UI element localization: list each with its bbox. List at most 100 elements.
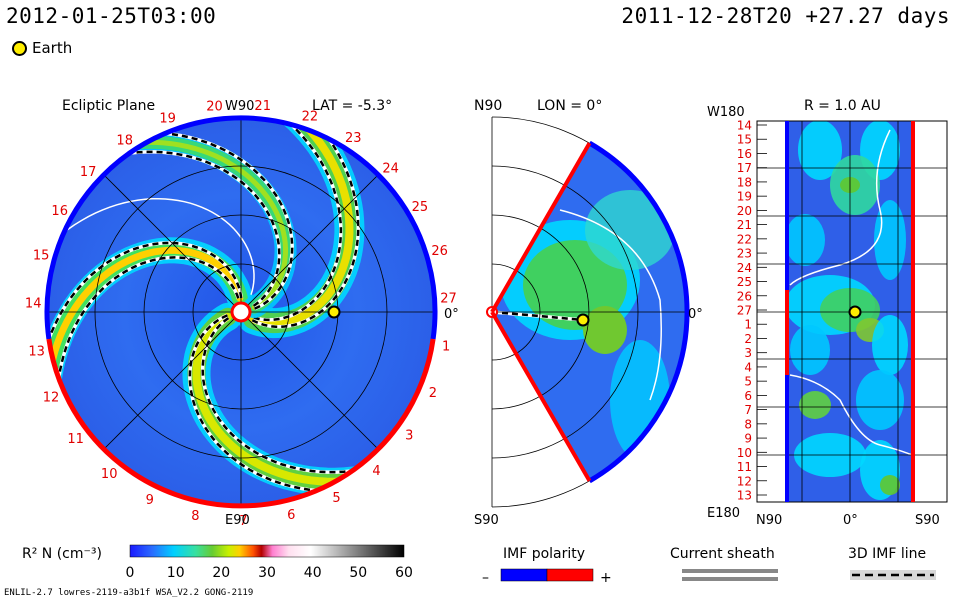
- imf-line: [47, 241, 243, 490]
- imf-plus-label: +: [600, 570, 612, 586]
- carrington-tick-label: 10: [101, 467, 118, 482]
- colorbar-tick-label: 0: [126, 565, 135, 581]
- carrington-tick-label: 27: [440, 292, 457, 307]
- radial-blob: [856, 370, 904, 430]
- radial-y-tick-label: 4: [744, 360, 752, 374]
- carrington-tick-label: 26: [431, 244, 448, 259]
- colorbar-tick-label: 30: [258, 565, 276, 581]
- carrington-tick-label: 2: [429, 386, 437, 401]
- radial-y-tick-label: 27: [737, 304, 752, 318]
- colorbar-tick-label: 40: [304, 565, 322, 581]
- radial-panel: 1415161718192021222324252627123456789101…: [707, 98, 948, 528]
- radial-y-tick-label: 20: [737, 204, 752, 218]
- radial-y-tick-label: 8: [744, 417, 752, 431]
- carrington-tick-label: 14: [25, 296, 42, 311]
- current-sheath-swatch-bottom: [682, 577, 778, 581]
- radial-y-tick-label: 1: [744, 318, 752, 332]
- radial-blob: [872, 315, 908, 375]
- radial-y-tick-label: 9: [744, 432, 752, 446]
- ecliptic-density-structures: [47, 118, 435, 506]
- radial-y-tick-label: 6: [744, 389, 752, 403]
- radial-y-tick-label: 22: [737, 232, 752, 246]
- radial-blob: [799, 391, 831, 419]
- radial-y-tick-label: 21: [737, 218, 752, 232]
- imf-line: [203, 118, 360, 329]
- meridional-top-label: N90: [474, 98, 502, 114]
- colorbar-tick-label: 60: [395, 565, 413, 581]
- radial-y-tick-label: 10: [737, 446, 752, 460]
- current-sheath-label: Current sheath: [670, 546, 775, 562]
- carrington-tick-label: 8: [191, 509, 199, 524]
- radial-y-tick-label: 11: [737, 460, 752, 474]
- carrington-tick-label: 18: [116, 134, 133, 149]
- radial-y-tick-label: 18: [737, 175, 752, 189]
- radial-y-tick-label: 12: [737, 474, 752, 488]
- imf-polarity-title: IMF polarity: [503, 546, 585, 562]
- carrington-tick-label: 6: [287, 508, 295, 523]
- carrington-tick-label: 23: [345, 131, 362, 146]
- radial-y-tick-label: 17: [737, 161, 752, 175]
- carrington-tick-label: 15: [33, 249, 50, 264]
- colorbar: R² N (cm⁻³) 0 10 20 30 40 50 60: [22, 544, 413, 581]
- meridional-density-structures: [492, 190, 675, 460]
- radial-y-tick-label: 16: [737, 147, 752, 161]
- meridional-imf-line: [492, 310, 584, 322]
- current-sheath-swatch-top: [682, 569, 778, 573]
- radial-y-tick-label: 7: [744, 403, 752, 417]
- datetime-title: 2012-01-25T03:00: [6, 4, 217, 28]
- imf-minus-label: –: [482, 570, 489, 586]
- earth-marker-radial: [848, 305, 862, 319]
- meridional-current-sheath: [559, 209, 662, 401]
- radial-y-tick-label: 2: [744, 332, 752, 346]
- carrington-tick-label: 3: [405, 428, 413, 443]
- carrington-tick-label: 9: [146, 493, 154, 508]
- colorbar-tick-label: 10: [167, 565, 185, 581]
- colorbar-ticks: 0 10 20 30 40 50 60: [126, 565, 413, 581]
- radial-y-tick-label: 25: [737, 275, 752, 289]
- carrington-tick-label: 25: [412, 200, 429, 215]
- radial-bottom-label: E180: [707, 506, 740, 521]
- meridional-imf-positive-upper: [490, 142, 592, 313]
- ecliptic-top-label: W90: [225, 99, 254, 114]
- carrington-tick-label: 13: [28, 345, 45, 360]
- radial-frame: [756, 120, 948, 503]
- carrington-tick-label: 7: [239, 514, 247, 529]
- radial-blob: [880, 475, 900, 495]
- radial-y-tick-label: 5: [744, 375, 752, 389]
- radial-blob: [874, 200, 906, 280]
- imf-line: [151, 118, 343, 322]
- imf-line-legend: 3D IMF line: [848, 546, 936, 580]
- ecliptic-lat-label: LAT = -5.3°: [312, 98, 392, 114]
- ecliptic-right-label: 0°: [444, 307, 459, 322]
- carrington-tick-label: 16: [51, 204, 68, 219]
- meridional-imf-arc: [588, 140, 690, 484]
- ecliptic-title: Ecliptic Plane: [62, 98, 155, 114]
- ecliptic-bottom-label: E90: [225, 513, 250, 528]
- earth-legend: Earth: [12, 39, 72, 57]
- meridional-imf-positive-lower: [490, 311, 592, 482]
- radial-top-label: W180: [707, 105, 745, 120]
- colorbar-label: R² N (cm⁻³): [22, 546, 102, 562]
- radial-y-tick-label: 19: [737, 190, 752, 204]
- carrington-tick-label: 17: [80, 165, 97, 180]
- reference-time-title: 2011-12-28T20 +27.27 days: [621, 4, 950, 28]
- carrington-tick-label: 24: [382, 162, 399, 177]
- radial-y-ticks: 1415161718192021222324252627123456789101…: [737, 119, 767, 503]
- meridional-blob: [583, 306, 627, 354]
- meridional-right-label: 0°: [688, 307, 703, 322]
- sun-inner-boundary: [230, 301, 252, 323]
- colorbar-tick-label: 50: [349, 565, 367, 581]
- carrington-tick-label: 11: [67, 432, 84, 447]
- radial-current-sheath-upper: [789, 129, 891, 286]
- earth-marker-ecliptic: [327, 305, 341, 319]
- radial-x-label-left: N90: [756, 513, 782, 528]
- imf-negative-swatch: [500, 568, 548, 582]
- ecliptic-imf-positive-arc: [46, 338, 436, 509]
- carrington-tick-label: 12: [43, 391, 60, 406]
- carrington-tick-label: 5: [332, 491, 340, 506]
- density-band-core: [173, 118, 354, 328]
- earth-marker-meridional: [576, 313, 590, 327]
- earth-legend-label: Earth: [32, 39, 73, 57]
